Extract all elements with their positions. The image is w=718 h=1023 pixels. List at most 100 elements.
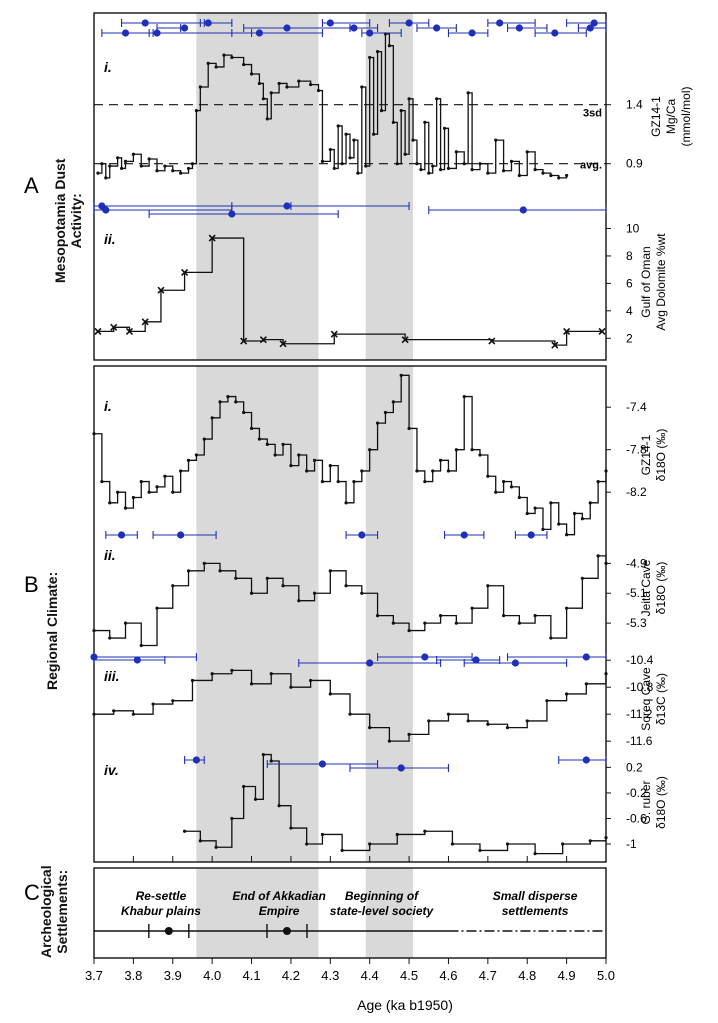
age-control-point-a-i-top <box>141 19 149 27</box>
data-point-b-ii <box>202 561 206 565</box>
y-axis-label-b-i: GZ14-1 <box>639 434 653 475</box>
data-point-b-i <box>391 400 395 404</box>
settlement-marker <box>282 927 291 935</box>
data-point-a-i <box>116 156 120 160</box>
data-point-a-i <box>517 173 521 178</box>
data-point-a-ii <box>110 323 118 331</box>
settlement-marker <box>164 927 173 935</box>
data-point-a-i <box>198 85 202 89</box>
data-point-b-iv <box>182 829 187 833</box>
age-control-point-b-iii <box>582 653 590 661</box>
data-point-b-i <box>454 448 458 452</box>
data-point-b-iv <box>588 839 592 843</box>
data-point-b-ii <box>486 584 490 588</box>
series-line-b-iii <box>94 669 607 742</box>
data-point-a-i <box>486 171 490 175</box>
data-point-b-i <box>179 469 183 473</box>
y-axis-label-a-ii: Gulf of Oman <box>639 246 653 317</box>
panel-frame-1 <box>93 12 607 361</box>
x-tick-label: 3.9 <box>164 968 182 983</box>
data-point-b-i <box>360 469 364 473</box>
data-point-a-i <box>155 169 159 173</box>
data-point-b-i <box>525 511 529 516</box>
data-point-a-i <box>431 164 435 168</box>
data-point-a-i <box>163 164 167 168</box>
data-point-b-iv <box>242 784 246 789</box>
data-point-b-i <box>163 474 167 478</box>
age-control-point-a-i-top <box>204 19 212 27</box>
panel-frame-3 <box>93 867 607 959</box>
y-tick-label-a-ii: 4 <box>626 304 633 318</box>
x-tick-label: 4.6 <box>439 968 457 983</box>
data-point-b-i <box>438 458 443 462</box>
data-point-a-i <box>269 91 273 95</box>
data-point-b-iii <box>368 726 372 730</box>
data-point-b-ii <box>517 621 521 625</box>
data-point-b-i <box>470 448 474 452</box>
age-control-point-a-i-top <box>515 24 523 32</box>
data-point-b-iv <box>561 842 565 846</box>
age-control-point-b-iv <box>582 756 590 764</box>
data-point-a-i <box>285 85 289 89</box>
y-tick-label-a-i: 1.4 <box>626 98 643 112</box>
data-point-b-ii <box>297 599 301 603</box>
y-axis-label-a-i: GZ14-1 <box>649 96 663 137</box>
data-point-b-iii <box>328 692 332 696</box>
data-point-b-ii <box>391 621 395 625</box>
data-point-b-iii <box>446 712 451 716</box>
data-point-b-ii <box>533 614 537 618</box>
data-point-a-i <box>478 162 482 166</box>
data-point-b-ii <box>123 621 128 625</box>
data-point-a-ii <box>551 341 559 349</box>
data-point-b-i <box>194 453 198 457</box>
panel-b-side-label-text: Regional Climate: <box>44 571 60 690</box>
y-axis-label-b-i: δ18O (‰) <box>654 429 668 482</box>
data-point-b-iii <box>387 739 391 743</box>
data-point-b-iii <box>249 682 254 686</box>
x-axis-label: Age (ka b1950) <box>357 997 453 1013</box>
data-point-b-iv <box>261 752 265 757</box>
data-point-b-iii <box>486 722 490 726</box>
x-tick-label: 4.9 <box>558 968 576 983</box>
age-control-point-a-i-top <box>121 29 130 37</box>
x-tick-label: 4.1 <box>242 968 260 983</box>
data-point-a-ii <box>94 327 102 335</box>
data-point-a-i <box>320 159 325 163</box>
y-tick-label-b-iii: -11.6 <box>626 734 653 748</box>
data-point-a-i <box>190 162 195 166</box>
data-point-b-i <box>344 501 348 505</box>
data-point-a-i <box>454 150 458 154</box>
data-point-b-ii <box>234 576 238 580</box>
age-control-point-a-i-top <box>433 24 441 32</box>
data-point-b-i <box>580 517 584 521</box>
panel-b-side-label: Regional Climate: <box>44 572 60 690</box>
data-point-a-i <box>549 173 553 178</box>
data-point-b-ii <box>218 569 222 573</box>
panel-c-letter: C <box>24 880 40 905</box>
data-point-a-i <box>525 150 529 154</box>
data-point-b-i <box>336 479 340 484</box>
data-point-a-i <box>438 168 443 172</box>
data-point-a-i <box>316 88 321 93</box>
data-point-a-i <box>340 162 344 166</box>
data-point-b-iii <box>269 672 273 676</box>
data-point-b-ii <box>454 621 458 625</box>
series-line-b-ii <box>94 555 607 647</box>
data-point-b-iii <box>309 678 313 683</box>
data-point-b-ii <box>565 606 569 610</box>
y-axis-label-b-ii: δ18O (‰) <box>654 562 668 615</box>
settlement-text-line1: Small disperse <box>493 889 578 903</box>
data-point-b-i <box>242 410 246 415</box>
data-point-b-i <box>415 469 419 473</box>
data-point-b-ii <box>502 614 506 618</box>
shaded-interval-1-panel-3 <box>196 868 319 958</box>
settlement-text-line2: settlements <box>502 904 569 918</box>
data-point-b-iii <box>505 726 510 730</box>
data-point-b-i <box>289 464 293 468</box>
panel-a-letter: A <box>24 173 39 198</box>
data-point-b-i <box>604 469 608 473</box>
data-point-b-iv <box>450 842 454 846</box>
age-control-point-a-i-top <box>586 24 594 32</box>
data-point-a-i <box>407 97 411 101</box>
